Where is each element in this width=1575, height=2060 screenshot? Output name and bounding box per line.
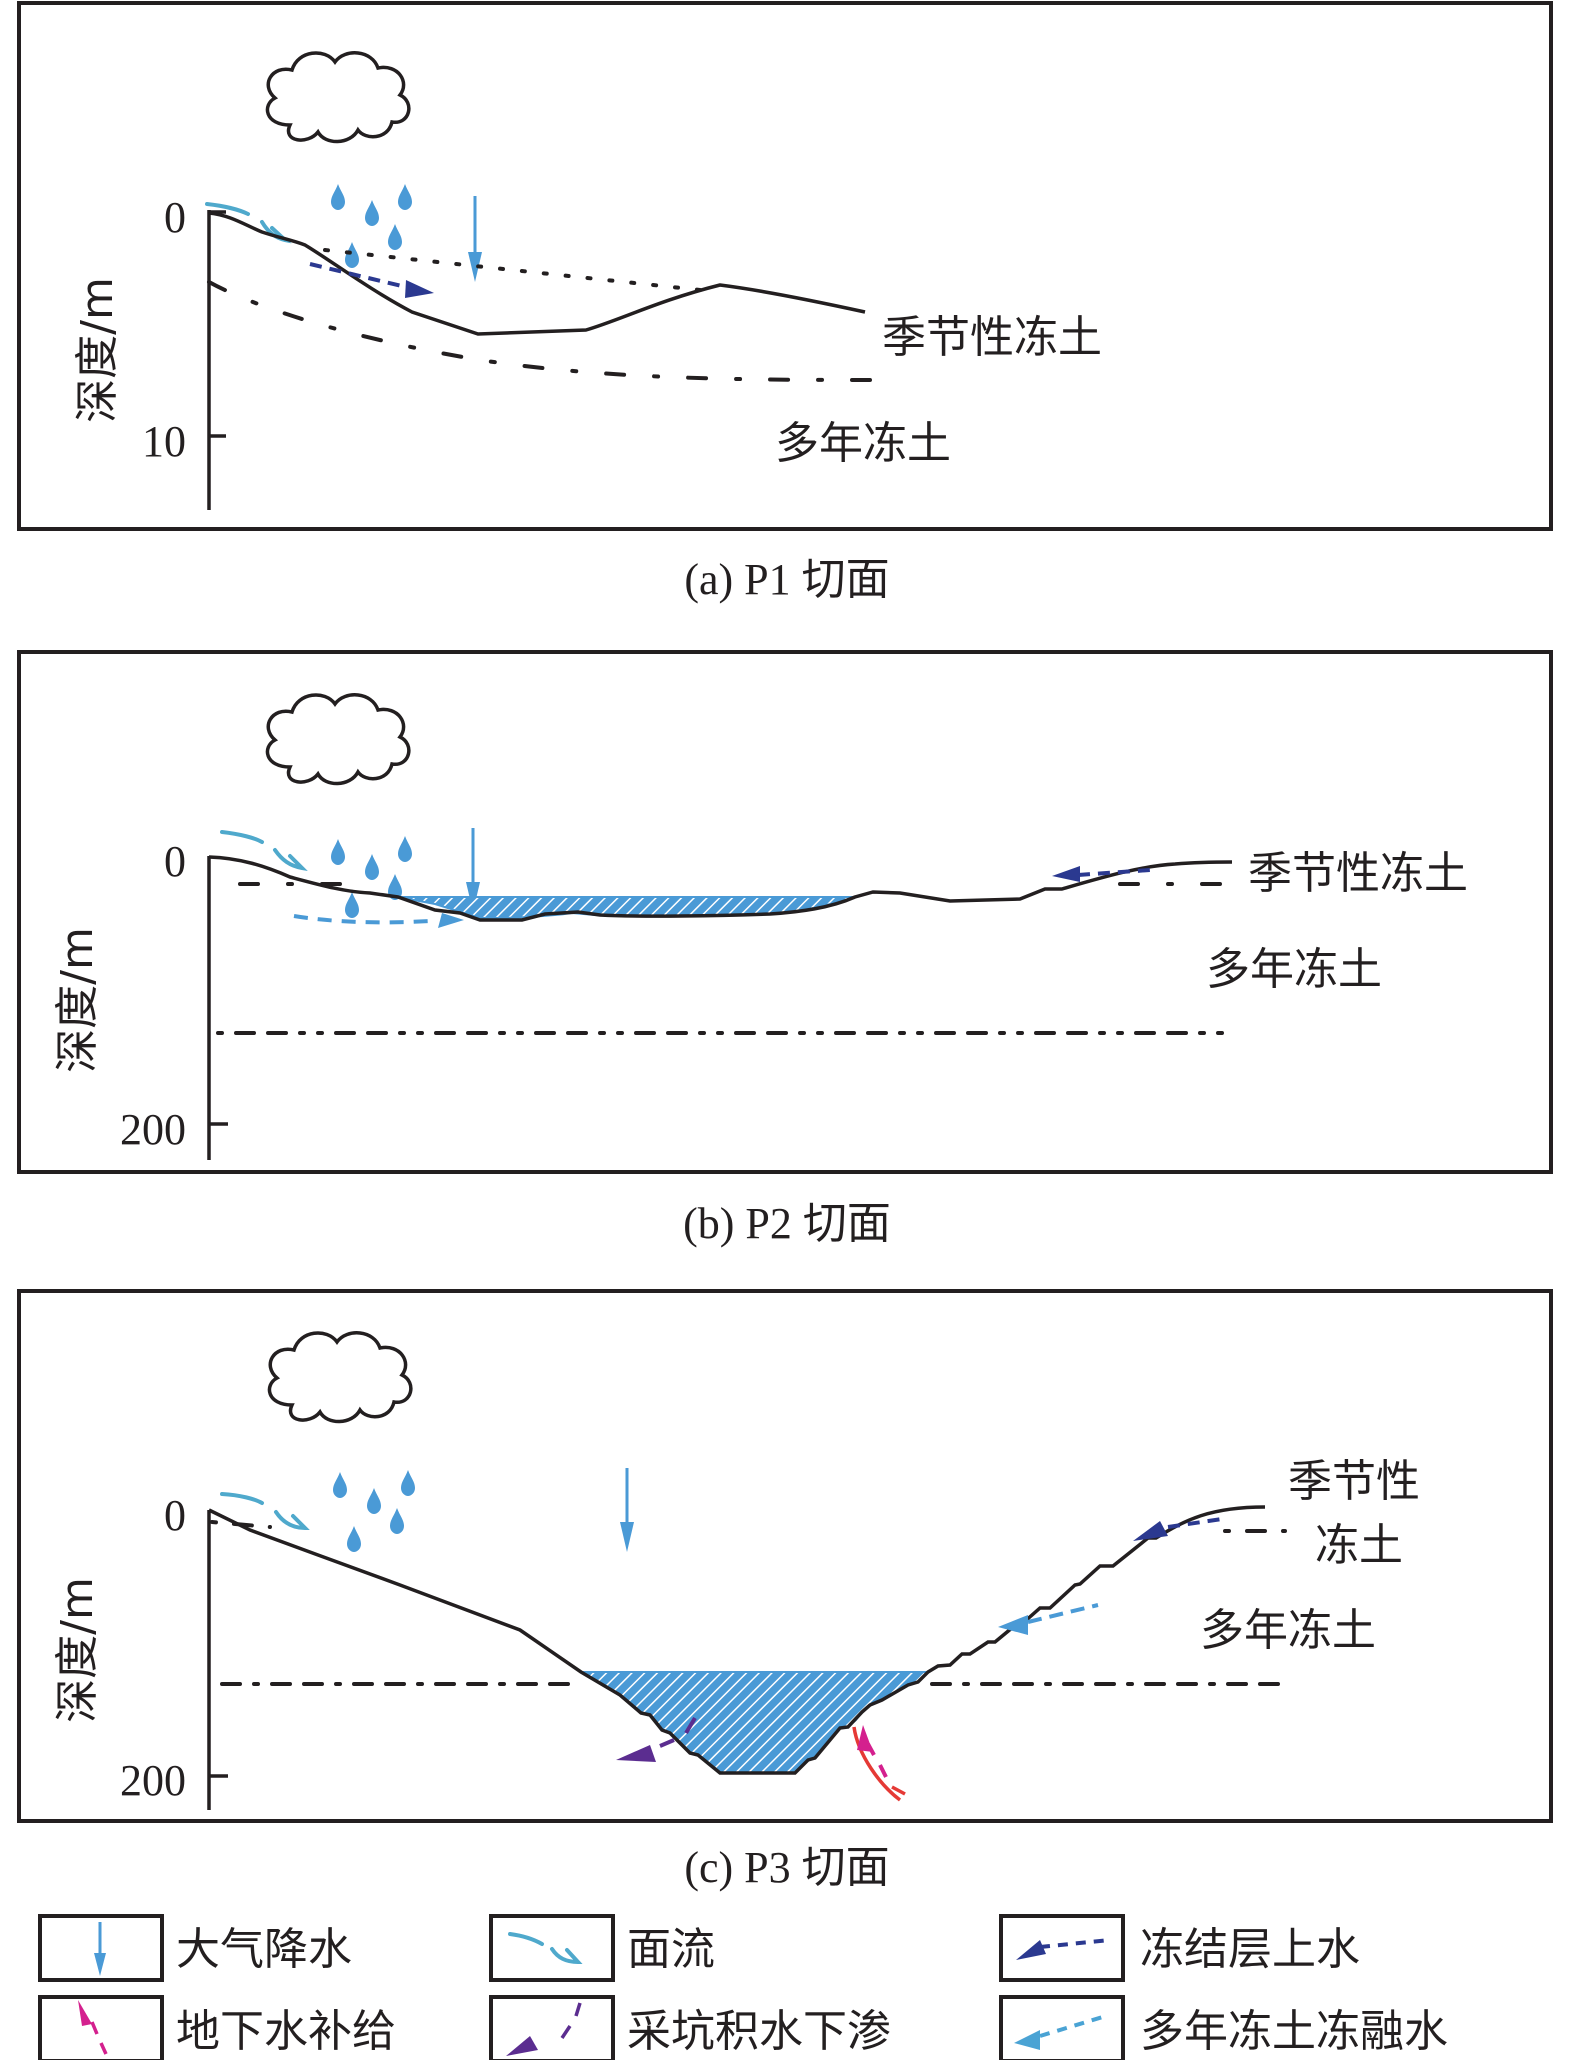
- permafrost-boundary: [207, 280, 872, 382]
- legend-label: 大气降水: [176, 1924, 352, 1975]
- seasonal-frost-label-line2: 冻土: [1315, 1520, 1403, 1571]
- cloud-icon: [265, 51, 411, 144]
- panel-p1: 0 10 深度/m 季节性冻土 多年冻土: [17, 1, 1553, 531]
- y-axis: [207, 210, 226, 510]
- rain-drops-icon: [333, 1470, 415, 1552]
- panel-frame: [17, 1289, 1553, 1823]
- legend: 大气降水 面流 冻结层上水 地下水补给: [38, 1914, 1448, 2060]
- groundwater-recharge-arrow-icon: [78, 2000, 108, 2055]
- legend-item-suprapermafrost-water: 冻结层上水: [999, 1914, 1360, 1982]
- permafrost-thaw-water-arrow-icon: [1014, 2014, 1107, 2050]
- seasonal-frost-label-line1: 季节性: [1288, 1456, 1420, 1507]
- suprapermafrost-water-arrow-icon: [1016, 1938, 1111, 1960]
- panel-p3: 0 200 深度/m 季节性 冻土 多年冻土: [17, 1289, 1553, 1823]
- y-axis-label: 深度/m: [52, 1577, 103, 1723]
- surface-runoff-arrow-icon: [508, 1932, 583, 1965]
- ground-surface-line: [208, 1505, 1266, 1775]
- caption-p3: (c) P3 切面: [684, 1843, 889, 1892]
- precipitation-arrow-icon: [94, 1922, 106, 1976]
- precipitation-arrow-icon: [468, 196, 482, 282]
- ground-surface-line: [208, 211, 866, 336]
- seasonal-frost-boundary: [323, 248, 702, 292]
- suprapermafrost-water-arrow-icon: [1133, 1517, 1223, 1541]
- panel-frame: [17, 1, 1553, 531]
- surface-runoff-arrow-icon: [220, 830, 308, 872]
- legend-item-precipitation: 大气降水: [38, 1914, 352, 1982]
- ground-surface-line: [208, 855, 1233, 922]
- permafrost-label: 多年冻土: [1206, 944, 1382, 995]
- permafrost-label: 多年冻土: [775, 418, 951, 469]
- legend-label: 地下水补给: [176, 2006, 396, 2057]
- y-tick-label: 0: [164, 837, 186, 886]
- seasonal-frost-boundary: [210, 1520, 1287, 1533]
- surface-runoff-arrow-icon: [220, 1492, 310, 1531]
- y-tick-label: 0: [164, 193, 186, 242]
- legend-item-pit-water-seepage: 采坑积水下渗: [489, 1995, 891, 2060]
- y-axis-label: 深度/m: [72, 277, 123, 423]
- cloud-icon: [267, 1331, 413, 1424]
- panel-p2: 0 200 深度/m 季节性冻土 多年冻土: [17, 650, 1553, 1174]
- pit-water-seepage-arrow-icon: [616, 1716, 697, 1762]
- legend-label: 采坑积水下渗: [627, 2006, 891, 2057]
- legend-label: 面流: [627, 1924, 715, 1975]
- caption-p1: (a) P1 切面: [684, 555, 889, 604]
- y-tick-label: 200: [120, 1105, 186, 1154]
- legend-label: 多年冻土冻融水: [1140, 2006, 1448, 2057]
- panel-frame: [17, 650, 1553, 1174]
- permafrost-thaw-water-arrow-icon: [998, 1603, 1099, 1635]
- suprapermafrost-water-arrow-icon: [309, 262, 434, 298]
- legend-item-surface-runoff: 面流: [489, 1914, 715, 1982]
- groundwater-recharge-arrow-icon: [852, 1725, 906, 1802]
- legend-label: 冻结层上水: [1140, 1924, 1360, 1975]
- permafrost-thaw-water-arrow-icon: [293, 913, 464, 928]
- pit-water-seepage-arrow-icon: [506, 2002, 582, 2056]
- suprapermafrost-water-arrow-icon: [1052, 866, 1151, 882]
- y-axis: [207, 1510, 228, 1810]
- y-tick-label: 0: [164, 1491, 186, 1540]
- y-tick-label: 10: [142, 417, 186, 466]
- seasonal-frost-label: 季节性冻土: [882, 312, 1102, 363]
- caption-p2: (b) P2 切面: [683, 1199, 891, 1248]
- seasonal-frost-label: 季节性冻土: [1248, 848, 1468, 899]
- cloud-icon: [265, 693, 411, 786]
- precipitation-arrow-icon: [620, 1468, 634, 1552]
- y-axis: [207, 856, 228, 1160]
- rain-drops-icon: [331, 836, 412, 918]
- y-tick-label: 200: [120, 1756, 186, 1805]
- permafrost-label: 多年冻土: [1200, 1605, 1376, 1656]
- legend-item-permafrost-thaw-water: 多年冻土冻融水: [999, 1995, 1448, 2060]
- y-axis-label: 深度/m: [52, 927, 103, 1073]
- legend-item-groundwater-recharge: 地下水补给: [38, 1995, 396, 2060]
